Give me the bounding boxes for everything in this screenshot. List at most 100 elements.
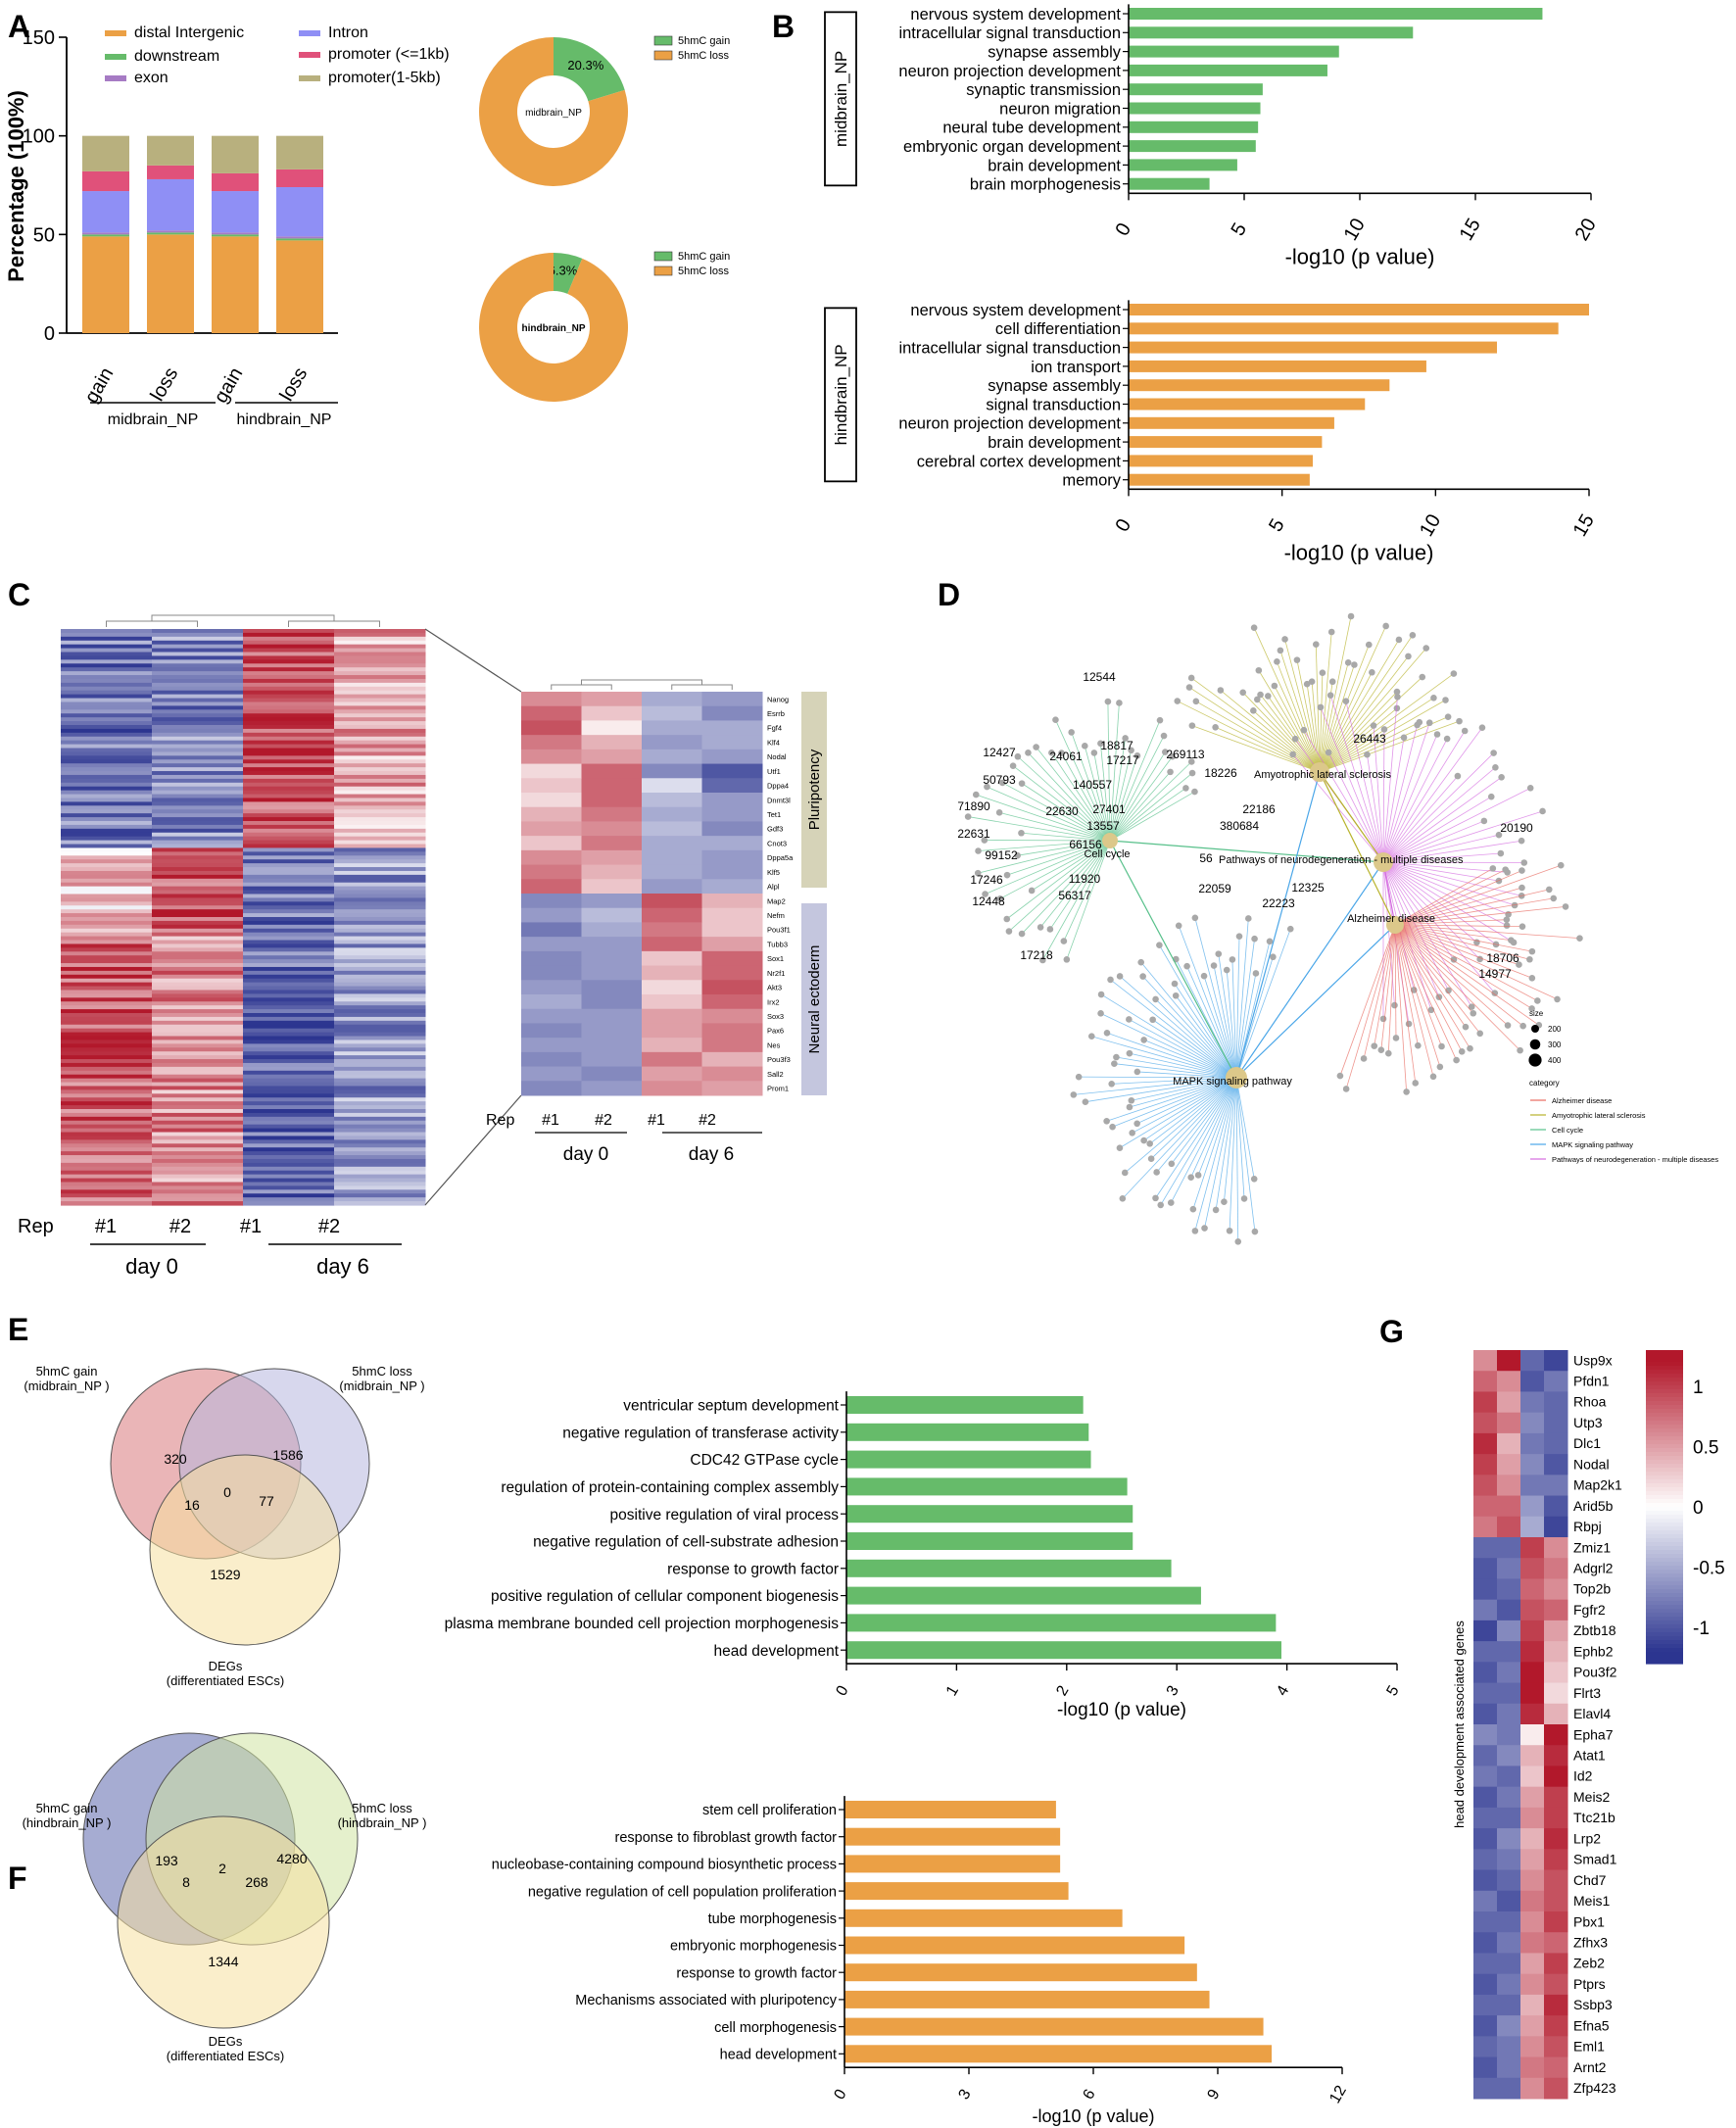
category-label: regulation of protein-containing complex… xyxy=(501,1479,839,1496)
gene-node xyxy=(1351,661,1358,668)
heatmap-cell xyxy=(243,947,335,952)
heatmap-cell xyxy=(152,844,244,849)
heatmap-cell xyxy=(243,813,335,818)
gene-node xyxy=(1235,933,1243,940)
category-label: head development xyxy=(720,2048,837,2063)
heatmap-cell xyxy=(152,1013,244,1018)
heatmap-cell xyxy=(334,652,426,657)
heatmap-cell xyxy=(152,694,244,700)
network-edge xyxy=(1109,738,1127,842)
legend-label: promoter(1-5kb) xyxy=(328,70,441,86)
gene-node xyxy=(1226,1227,1233,1234)
heatmap-cell xyxy=(61,1162,153,1168)
heatmap-cell xyxy=(61,855,153,860)
heatmap-cell xyxy=(1497,1641,1521,1663)
heatmap-cell xyxy=(243,867,335,872)
heatmap-cell xyxy=(61,997,153,1002)
heatmap-cell xyxy=(1520,1911,1545,1933)
category-label: positive regulation of viral process xyxy=(610,1507,840,1523)
category-label: intracellular signal transduction xyxy=(898,24,1121,42)
heatmap-cell xyxy=(61,924,153,930)
heatmap-cell xyxy=(61,1016,153,1022)
network-edge xyxy=(1114,1063,1237,1079)
heatmap-cell xyxy=(152,659,244,664)
heatmap-cell xyxy=(642,864,702,880)
network-edge xyxy=(1107,701,1111,842)
heatmap-cell xyxy=(243,713,335,718)
heatmap-cell xyxy=(243,978,335,984)
heatmap-cell xyxy=(61,1124,153,1130)
gene-label: Dnmt3l xyxy=(767,796,791,804)
heatmap-cell xyxy=(334,928,426,934)
heatmap-cell xyxy=(334,1059,426,1064)
node-id-label: 56 xyxy=(1199,851,1213,865)
color-scale-segment xyxy=(1646,1428,1683,1433)
bar xyxy=(1129,159,1237,171)
x-category-label: gain xyxy=(210,364,247,408)
heatmap-cell xyxy=(243,1093,335,1098)
heatmap-cell xyxy=(701,994,763,1010)
node-id-label: 13557 xyxy=(1086,819,1120,833)
heatmap-cell xyxy=(61,771,153,776)
heatmap-cell xyxy=(1544,1391,1568,1414)
network-edge xyxy=(1131,1077,1237,1101)
heatmap-cell xyxy=(334,959,426,964)
heatmap-cell xyxy=(1544,1412,1568,1434)
heatmap-cell xyxy=(334,1105,426,1110)
heatmap-cell xyxy=(581,879,643,895)
heatmap-cell xyxy=(334,882,426,888)
gene-label: Pou3f2 xyxy=(1573,1665,1617,1680)
node-id-label: 24061 xyxy=(1049,750,1083,763)
heatmap-cell xyxy=(334,1055,426,1060)
stacked-bar-segment xyxy=(147,234,194,333)
heatmap-cell xyxy=(334,913,426,918)
bar xyxy=(1129,416,1334,429)
heatmap-cell xyxy=(1497,2015,1521,2037)
bar xyxy=(844,1909,1123,1927)
heatmap-cell xyxy=(521,864,582,880)
heatmap-cell xyxy=(61,1105,153,1110)
network-edge xyxy=(1079,1076,1237,1079)
heatmap-cell xyxy=(521,1008,582,1024)
color-scale-segment xyxy=(1646,1366,1683,1371)
heatmap-cell xyxy=(1497,1703,1521,1725)
panel-letter-d: D xyxy=(938,577,960,612)
category-label: cerebral cortex development xyxy=(917,453,1122,470)
heatmap-cell xyxy=(1520,1620,1545,1642)
network-edge xyxy=(1109,771,1171,842)
node-id-label: 12544 xyxy=(1083,670,1116,684)
legend-label: 5hmC loss xyxy=(678,266,729,277)
heatmap-cell xyxy=(61,1020,153,1026)
gene-node xyxy=(1342,1086,1350,1092)
heatmap-cell xyxy=(243,1189,335,1194)
network-edge xyxy=(1132,1077,1237,1134)
network-edge xyxy=(999,811,1111,842)
heatmap-cell xyxy=(334,1013,426,1018)
color-scale-segment xyxy=(1646,1656,1683,1661)
legend-label: exon xyxy=(134,70,169,86)
node-id-label: 18706 xyxy=(1486,951,1519,965)
category-label: nervous system development xyxy=(910,6,1121,24)
gene-label: Efna5 xyxy=(1573,2017,1610,2033)
heatmap-cell xyxy=(243,678,335,684)
heatmap-cell xyxy=(1473,2077,1498,2100)
heatmap-cell xyxy=(152,1082,244,1088)
heatmap-cell xyxy=(1497,1516,1521,1538)
heatmap-cell xyxy=(581,1051,643,1068)
heatmap-cell xyxy=(243,759,335,764)
heatmap-cell xyxy=(243,836,335,842)
color-scale-segment xyxy=(1646,1499,1683,1504)
gene-label: Sox3 xyxy=(767,1012,784,1021)
heatmap-cell xyxy=(61,798,153,802)
gene-label: Pfdn1 xyxy=(1573,1374,1610,1389)
heatmap-cell xyxy=(61,740,153,746)
heatmap-cell xyxy=(334,828,426,834)
heatmap-cell xyxy=(334,1116,426,1122)
gene-node xyxy=(1377,1046,1385,1054)
heatmap-cell xyxy=(152,686,244,692)
gene-node xyxy=(1167,1199,1175,1206)
heatmap-cell xyxy=(334,644,426,650)
network-edge xyxy=(1382,722,1430,863)
heatmap-cell xyxy=(243,1116,335,1122)
heatmap-cell xyxy=(152,886,244,892)
